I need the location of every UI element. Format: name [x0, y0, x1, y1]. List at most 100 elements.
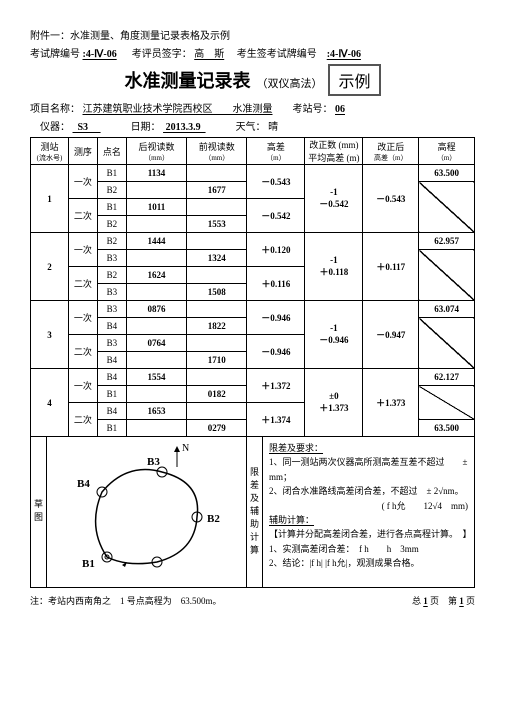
- notes-line: 2、结论：|f h| |f h允|，观测成果合格。: [269, 556, 468, 570]
- corr: -1 －0.542: [305, 165, 363, 233]
- col-elev-u: （m）: [419, 153, 474, 163]
- val: 0764: [126, 335, 186, 352]
- elev: 62.127: [419, 369, 475, 386]
- svg-text:B2: B2: [207, 513, 220, 525]
- val: 1011: [126, 199, 186, 216]
- station-label: 考站号：: [293, 104, 333, 115]
- sketch-label: 草图: [32, 499, 45, 525]
- pt: B4: [97, 369, 126, 386]
- after: －0.543: [363, 165, 419, 233]
- pager-d: 1: [459, 596, 464, 606]
- proj-label: 项目名称：: [30, 104, 80, 115]
- val: 1710: [187, 352, 247, 369]
- bottom-panel: 草图 B1 B2 B3 B4 N 限差及辅助计算 限差及要求： 1、同一测站两次…: [30, 437, 475, 588]
- notes-formula: ( f h允 12√4 mm): [269, 499, 468, 513]
- pt: B3: [97, 284, 126, 301]
- pt: B4: [97, 403, 126, 420]
- table-row: 4 一次 B4 1554 ＋1.372 ±0 ＋1.373 ＋1.373 62.…: [31, 369, 475, 386]
- title-sub: （双仪高法）: [256, 75, 322, 91]
- pager-e: 页: [466, 596, 475, 606]
- col-station-sub: (流水号): [31, 153, 68, 163]
- val: 0182: [187, 386, 247, 403]
- notes-label-col: 限差及辅助计算: [247, 437, 263, 587]
- col-corr: 改正数 (mm): [309, 140, 358, 150]
- weather-label: 天气：: [236, 122, 266, 133]
- notes-col-label: 限差及辅助计算: [248, 467, 261, 558]
- pt: B2: [97, 182, 126, 199]
- col-fore-u: （mm）: [187, 153, 246, 163]
- hd: －0.542: [247, 199, 305, 233]
- col-seq: 测序: [68, 138, 97, 165]
- seq-twice: 二次: [68, 335, 97, 369]
- col-back-u: （mm）: [127, 153, 186, 163]
- record-table: 测站(流水号) 测序 点名 后视读数（mm） 前视读数（mm） 高差（m） 改正…: [30, 137, 475, 437]
- notes-line: 1、同一测站两次仪器高所测高差互差不超过 ± mm；: [269, 455, 468, 484]
- val: 0279: [187, 420, 247, 437]
- notes-title1: 限差及要求：: [269, 441, 468, 455]
- sketch-area: B1 B2 B3 B4 N: [47, 437, 247, 587]
- col-diff: 高差: [267, 142, 285, 152]
- instr-label: 仪器：: [40, 122, 70, 133]
- ref-label: 考生签考试牌编号: [237, 49, 317, 60]
- pager-b: 1: [423, 596, 428, 606]
- elev: 63.074: [419, 301, 475, 318]
- table-row: 3 一次 B3 0876 －0.946 -1 －0.946 －0.947 63.…: [31, 301, 475, 318]
- table-row: 2 一次 B2 1444 ＋0.120 -1 ＋0.118 ＋0.117 62.…: [31, 233, 475, 250]
- sample-box: 示例: [328, 64, 380, 96]
- pt: B2: [97, 216, 126, 233]
- page-title: 水准测量记录表: [124, 67, 250, 93]
- table-row: 1 一次 B1 1134 －0.543 -1 －0.542 －0.543 63.…: [31, 165, 475, 182]
- val: 1624: [126, 267, 186, 284]
- elev: 63.500: [419, 165, 475, 182]
- pt: B1: [97, 199, 126, 216]
- notes-area: 限差及要求： 1、同一测站两次仪器高所测高差互差不超过 ± mm； 2、闭合水准…: [263, 437, 474, 587]
- table-header: 测站(流水号) 测序 点名 后视读数（mm） 前视读数（mm） 高差（m） 改正…: [31, 138, 475, 165]
- hd: －0.946: [247, 301, 305, 335]
- seq-twice: 二次: [68, 199, 97, 233]
- pt: B1: [97, 420, 126, 437]
- elev: 62.957: [419, 233, 475, 250]
- attachment-label: 附件一：水准测量、角度测量记录表格及示例: [30, 27, 475, 42]
- val: 1653: [126, 403, 186, 420]
- col-elev: 高程: [438, 142, 456, 152]
- hd: ＋0.120: [247, 233, 305, 267]
- project-row: 项目名称： 江苏建筑职业技术学院西校区 水准测量 考站号： 06: [30, 100, 475, 115]
- station-num: 3: [31, 301, 69, 369]
- pt: B4: [97, 318, 126, 335]
- proj: 江苏建筑职业技术学院西校区 水准测量: [83, 104, 273, 115]
- footnote: 注：考站内西南角之 1 号点高程为 63.500m。: [30, 594, 222, 607]
- val: 1134: [126, 165, 186, 182]
- station-num: 1: [31, 165, 69, 233]
- col-station: 测站: [40, 142, 58, 152]
- corr: -1 ＋0.118: [305, 233, 363, 301]
- notes-title2: 辅助计算：: [269, 513, 468, 527]
- svg-text:B4: B4: [77, 478, 90, 490]
- val: 1324: [187, 250, 247, 267]
- val: 1554: [126, 369, 186, 386]
- pt: B4: [97, 352, 126, 369]
- val: 1677: [187, 182, 247, 199]
- notes-line: 2、闭合水准路线高差闭合差，不超过 ± 2√nm。: [269, 484, 468, 498]
- weather: 晴: [268, 122, 278, 133]
- date-label: 日期：: [131, 122, 161, 133]
- pager-a: 总: [412, 596, 421, 606]
- col-fore: 前视读数: [199, 142, 235, 152]
- after: ＋0.117: [363, 233, 419, 301]
- hd: ＋1.374: [247, 403, 305, 437]
- val: 1508: [187, 284, 247, 301]
- svg-text:N: N: [182, 443, 189, 454]
- assessor: 高 斯: [194, 49, 224, 60]
- seq-twice: 二次: [68, 267, 97, 301]
- instr: S3: [73, 122, 101, 133]
- col-point: 点名: [97, 138, 126, 165]
- elev: 63.500: [419, 420, 475, 437]
- pt: B3: [97, 335, 126, 352]
- col-after: 改正后: [377, 142, 404, 152]
- col-after-u: 高差（m）: [363, 153, 418, 163]
- station: 06: [335, 104, 345, 115]
- pt: B2: [97, 267, 126, 284]
- hd: －0.946: [247, 335, 305, 369]
- svg-text:B1: B1: [82, 558, 95, 570]
- pt: B3: [97, 250, 126, 267]
- hd: ＋0.116: [247, 267, 305, 301]
